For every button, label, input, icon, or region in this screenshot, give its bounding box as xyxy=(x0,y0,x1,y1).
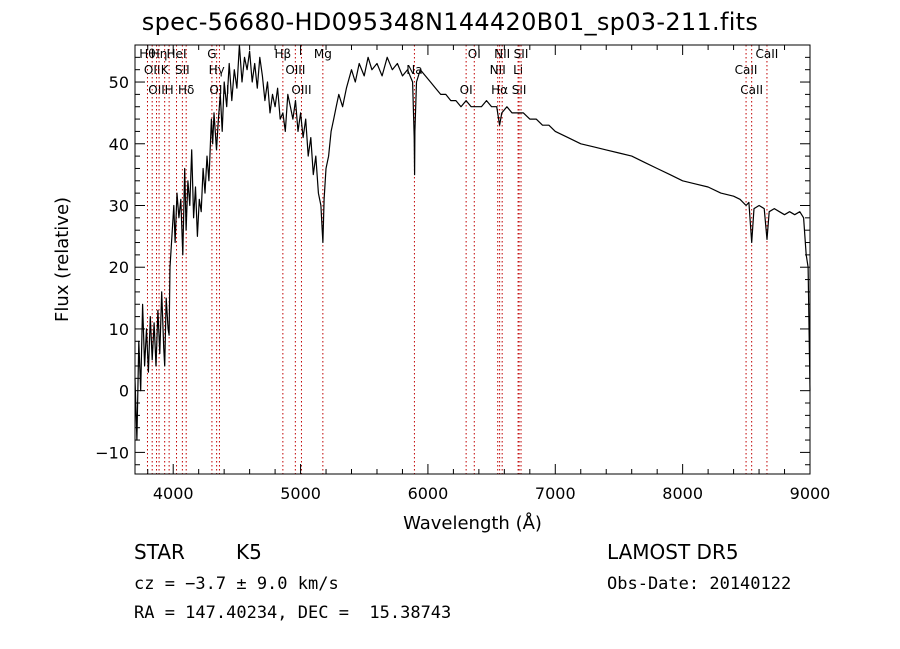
redshift-text: cz = −3.7 ± 9.0 km/s xyxy=(134,574,339,594)
spectral-line-label: Hη xyxy=(151,47,168,61)
obs-date: Obs-Date: 20140122 xyxy=(607,574,792,594)
spectral-line-label: OII xyxy=(144,63,161,77)
y-axis-label: Flux (relative) xyxy=(52,197,73,322)
spectral-line-label: G xyxy=(207,47,216,61)
ra-dec-text: RA = 147.40234, DEC = 15.38743 xyxy=(134,603,452,623)
spectral-line-label: OIII xyxy=(285,63,305,77)
x-tick-label: 5000 xyxy=(280,484,321,503)
spectral-line-label: K xyxy=(161,63,170,77)
y-tick-label: 0 xyxy=(119,382,129,401)
spectral-line-label: Hθ xyxy=(139,47,155,61)
spectral-line-label: NII xyxy=(494,47,510,61)
spectral-line-label: OII xyxy=(148,83,165,97)
y-tick-label: 20 xyxy=(109,258,129,277)
y-tick-label: 30 xyxy=(109,196,129,215)
spectral-line-label: Hδ xyxy=(178,83,194,97)
y-tick-label: −10 xyxy=(95,443,129,462)
spectral-line-label: SII xyxy=(512,83,527,97)
spectral-line-label: CaII xyxy=(740,83,763,97)
x-axis-label: Wavelength (Å) xyxy=(403,512,542,534)
spectral-line-label: Hγ xyxy=(209,63,225,77)
object-subclass: K5 xyxy=(236,540,262,564)
spectral-line-label: OIII xyxy=(209,83,229,97)
plot-frame xyxy=(134,44,811,475)
object-class: STAR xyxy=(134,540,185,564)
spectral-line-label: OI xyxy=(460,83,473,97)
spectral-line-label: OI xyxy=(468,47,481,61)
y-tick-label: 40 xyxy=(109,135,129,154)
spectral-line-label: SII xyxy=(514,47,529,61)
spectral-line-label: HeI xyxy=(167,47,187,61)
x-tick-label: 8000 xyxy=(662,484,703,503)
y-tick-label: 10 xyxy=(109,320,129,339)
spectral-line-label: Li xyxy=(513,63,523,77)
x-tick-label: 4000 xyxy=(153,484,194,503)
spectrum-line xyxy=(134,44,811,441)
spectral-line-label: NII xyxy=(490,63,506,77)
spectral-line-label: SII xyxy=(175,63,190,77)
spectral-line-label: CaII xyxy=(735,63,758,77)
spectral-line-label: H xyxy=(165,83,174,97)
spectral-line-label: Mg xyxy=(314,47,332,61)
survey-name: LAMOST DR5 xyxy=(607,540,739,564)
spectral-line-label: Hβ xyxy=(275,47,292,61)
chart-title: spec-56680-HD095348N144420B01_sp03-211.f… xyxy=(141,8,759,36)
x-tick-label: 6000 xyxy=(408,484,449,503)
x-tick-label: 7000 xyxy=(535,484,576,503)
y-tick-label: 50 xyxy=(109,73,129,92)
spectral-line-label: Hα xyxy=(491,83,508,97)
x-tick-label: 9000 xyxy=(790,484,831,503)
spectral-line-label: CaII xyxy=(756,47,779,61)
spectral-line-label: OIII xyxy=(291,83,311,97)
